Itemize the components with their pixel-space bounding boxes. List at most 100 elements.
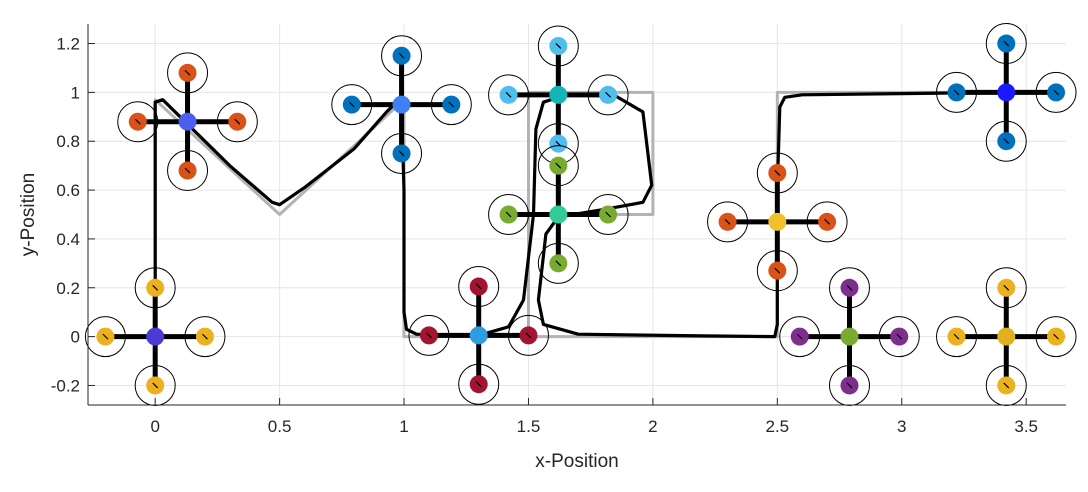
- rotor-heading-mark: [505, 91, 512, 98]
- rotor-heading-mark: [824, 218, 831, 225]
- y-tick-label: 0.2: [56, 279, 80, 298]
- rotor-heading-mark: [774, 267, 781, 274]
- rotor-heading-mark: [1003, 284, 1010, 291]
- x-axis-label: x-Position: [535, 451, 618, 472]
- quadrotor-8: [779, 267, 920, 406]
- y-tick-label: 0.4: [56, 230, 80, 249]
- y-tick-label: 0.8: [56, 132, 80, 151]
- rotor-guard-ring: [537, 25, 579, 67]
- rotor-guard-ring: [430, 84, 472, 126]
- rotor-heading-mark: [505, 211, 512, 218]
- rotor-guard-ring: [408, 314, 450, 356]
- rotor-heading-mark: [555, 260, 562, 267]
- quadrotor-body: [549, 85, 568, 104]
- rotor-guard-ring: [985, 120, 1027, 162]
- rotor-heading-mark: [184, 167, 191, 174]
- rotor-guard-ring: [381, 132, 423, 174]
- quadrotor-body: [768, 212, 787, 231]
- y-tick-label: 1: [71, 83, 80, 102]
- x-tick-label: 0: [150, 417, 159, 436]
- x-tick-label: 0.5: [268, 417, 292, 436]
- rotor-guard-ring: [587, 194, 629, 235]
- rotor-guard-ring: [488, 194, 530, 235]
- robot-layer: [84, 23, 1077, 406]
- rotor-heading-mark: [234, 118, 241, 125]
- quadrotor-body: [392, 95, 411, 114]
- rotor-heading-mark: [152, 284, 159, 291]
- x-tick-label: 1: [399, 417, 408, 436]
- quadrotor-7: [707, 152, 848, 292]
- rotor-guard-ring: [458, 266, 500, 308]
- rotor-guard-ring: [537, 145, 579, 187]
- rotor-heading-mark: [426, 332, 432, 339]
- y-tick-label: -0.2: [51, 376, 80, 395]
- quadrotor-9: [936, 267, 1077, 406]
- quadrotor-body: [840, 327, 859, 346]
- rotor-heading-mark: [953, 89, 960, 96]
- x-tick-label: 3.5: [1014, 417, 1038, 436]
- x-tick-label: 2.5: [766, 417, 790, 436]
- x-tick-label: 2: [648, 417, 657, 436]
- rotor-heading-mark: [398, 52, 405, 59]
- rotor-heading-mark: [525, 332, 532, 339]
- quadrotor-body: [997, 327, 1016, 346]
- x-tick-label: 3: [897, 417, 906, 436]
- rotor-guard-ring: [779, 316, 821, 358]
- rotor-heading-mark: [1003, 40, 1010, 47]
- quadrotor-1: [84, 267, 226, 406]
- rotor-heading-mark: [724, 218, 731, 225]
- rotor-heading-mark: [102, 333, 109, 340]
- rotor-heading-mark: [184, 69, 191, 76]
- rotor-heading-mark: [846, 284, 853, 291]
- rotor-heading-mark: [896, 333, 903, 340]
- rotor-heading-mark: [348, 101, 355, 108]
- rotor-guard-ring: [587, 74, 629, 116]
- rotor-heading-mark: [448, 101, 455, 108]
- rotor-heading-mark: [846, 382, 853, 389]
- y-tick-label: 1.2: [56, 35, 80, 54]
- y-tick-label: 0: [71, 328, 80, 347]
- rotor-guard-ring: [985, 267, 1027, 309]
- rotor-heading-mark: [475, 283, 482, 290]
- rotor-guard-ring: [458, 363, 500, 405]
- rotor-guard-ring: [1035, 71, 1077, 113]
- rotor-heading-mark: [202, 333, 208, 340]
- rotor-guard-ring: [117, 101, 159, 143]
- rotor-heading-mark: [1003, 138, 1010, 145]
- rotor-heading-mark: [605, 91, 612, 98]
- rotor-heading-mark: [796, 333, 803, 340]
- rotor-guard-ring: [806, 201, 848, 243]
- rotor-guard-ring: [84, 316, 126, 358]
- rotor-heading-mark: [134, 118, 141, 125]
- rotor-guard-ring: [828, 267, 870, 309]
- rotor-guard-ring: [1035, 316, 1077, 358]
- rotor-guard-ring: [184, 316, 226, 358]
- y-axis-label: y-Position: [18, 173, 39, 256]
- quadrotor-10: [936, 23, 1077, 162]
- rotor-guard-ring: [216, 101, 258, 143]
- rotor-heading-mark: [1053, 333, 1059, 340]
- rotor-heading-mark: [953, 333, 960, 340]
- axes: 0 0.5 1 1.5 2 2.5 3 3.5 -0.2 0 0.2 0.4 0.6 0.8 1 1.2: [51, 24, 1066, 436]
- rotor-guard-ring: [537, 242, 579, 284]
- y-tick-label: 0.6: [56, 181, 80, 200]
- quadrotor-body: [549, 205, 568, 224]
- rotor-heading-mark: [605, 211, 612, 218]
- rotor-heading-mark: [1053, 89, 1059, 96]
- rotor-guard-ring: [167, 52, 209, 94]
- rotor-guard-ring: [488, 74, 530, 116]
- rotor-guard-ring: [167, 150, 209, 192]
- rotor-heading-mark: [555, 162, 562, 169]
- rotor-heading-mark: [475, 381, 482, 388]
- quadrotor-5: [488, 25, 629, 165]
- quadrotor-body: [997, 83, 1016, 102]
- rotor-guard-ring: [707, 201, 749, 243]
- rotor-guard-ring: [134, 267, 176, 309]
- rotor-guard-ring: [756, 250, 798, 292]
- rotor-heading-mark: [1003, 382, 1010, 389]
- quadrotor-body: [469, 326, 488, 345]
- plot-area: 0 0.5 1 1.5 2 2.5 3 3.5 -0.2 0 0.2 0.4 0.6 0.8 1 1.2: [51, 23, 1077, 436]
- quadrotor-body: [178, 112, 197, 131]
